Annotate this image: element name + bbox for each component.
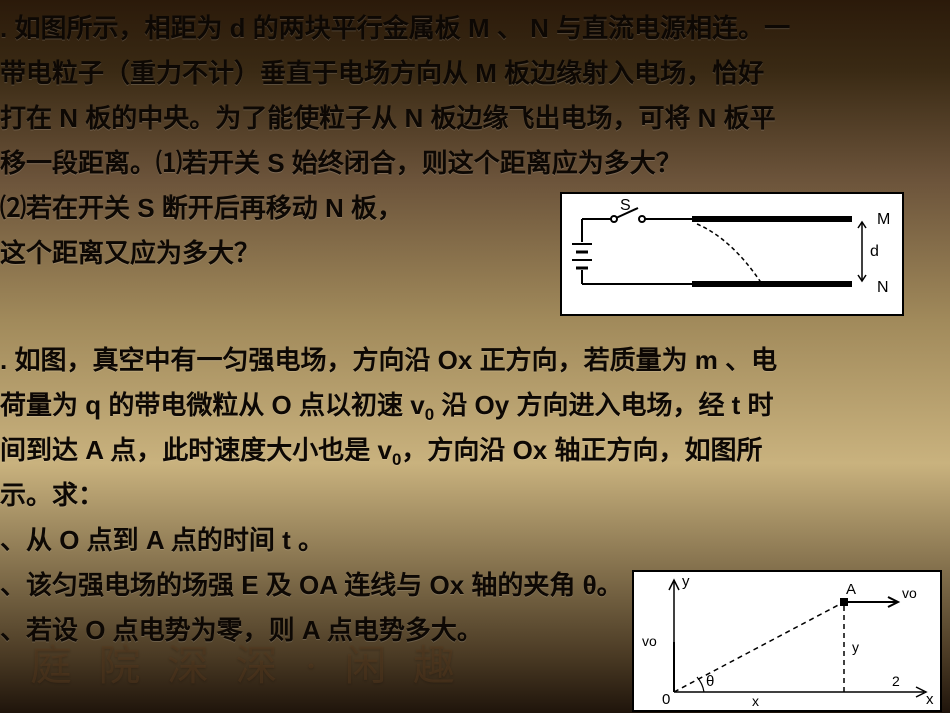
vo-top-label: vo: [902, 585, 917, 601]
label-S: S: [620, 197, 631, 214]
p2-line1: . 如图，真空中有一匀强电场，方向沿 Ox 正方向，若质量为 m 、电: [0, 338, 930, 383]
two-label: 2: [892, 673, 900, 689]
p2-line3-pre: 间到达 A 点，此时速度大小也是 v: [0, 435, 392, 465]
p2-line2-pre: 荷量为 q 的带电微粒从 O 点以初速 v: [0, 390, 425, 420]
theta-label: θ: [706, 673, 714, 690]
axes-diagram: y x 0 A vo vo θ x y 2: [632, 570, 942, 712]
p2-line5: 、从 O 点到 A 点的时间 t 。: [0, 518, 930, 563]
label-d: d: [870, 243, 879, 260]
point-A-label: A: [846, 581, 856, 598]
circuit-diagram: S M N d: [560, 192, 904, 316]
p2-line2-post: 沿 Oy 方向进入电场，经 t 时: [434, 390, 773, 420]
p2-line4: 示。求：: [0, 473, 930, 518]
label-N: N: [877, 279, 889, 296]
axis-x-label: x: [926, 691, 934, 708]
sub-zero-a: 0: [425, 405, 434, 424]
p1-line4: 移一段距离。⑴若开关 S 始终闭合，则这个距离应为多大？: [0, 141, 930, 186]
axis-y-label: y: [682, 573, 690, 590]
p1-line2: 带电粒子（重力不计）垂直于电场方向从 M 板边缘射入电场，恰好: [0, 51, 930, 96]
p2-line3: 间到达 A 点，此时速度大小也是 v0，方向沿 Ox 轴正方向，如图所: [0, 428, 930, 473]
x-small-label: x: [752, 693, 759, 709]
sub-zero-b: 0: [392, 450, 401, 469]
p2-line3-post: ，方向沿 Ox 轴正方向，如图所: [401, 435, 762, 465]
origin-label: 0: [662, 691, 670, 708]
y-small-label: y: [852, 639, 859, 655]
label-M: M: [877, 211, 890, 228]
p2-line2: 荷量为 q 的带电微粒从 O 点以初速 v0 沿 Oy 方向进入电场，经 t 时: [0, 383, 930, 428]
p1-line1: . 如图所示，相距为 d 的两块平行金属板 M 、 N 与直流电源相连。一: [0, 6, 930, 51]
watermark-text: 庭 院 深 深 · 闲 趣: [30, 632, 463, 693]
vo-left-label: vo: [642, 633, 657, 649]
p1-line3: 打在 N 板的中央。为了能使粒子从 N 板边缘飞出电场，可将 N 板平: [0, 96, 930, 141]
